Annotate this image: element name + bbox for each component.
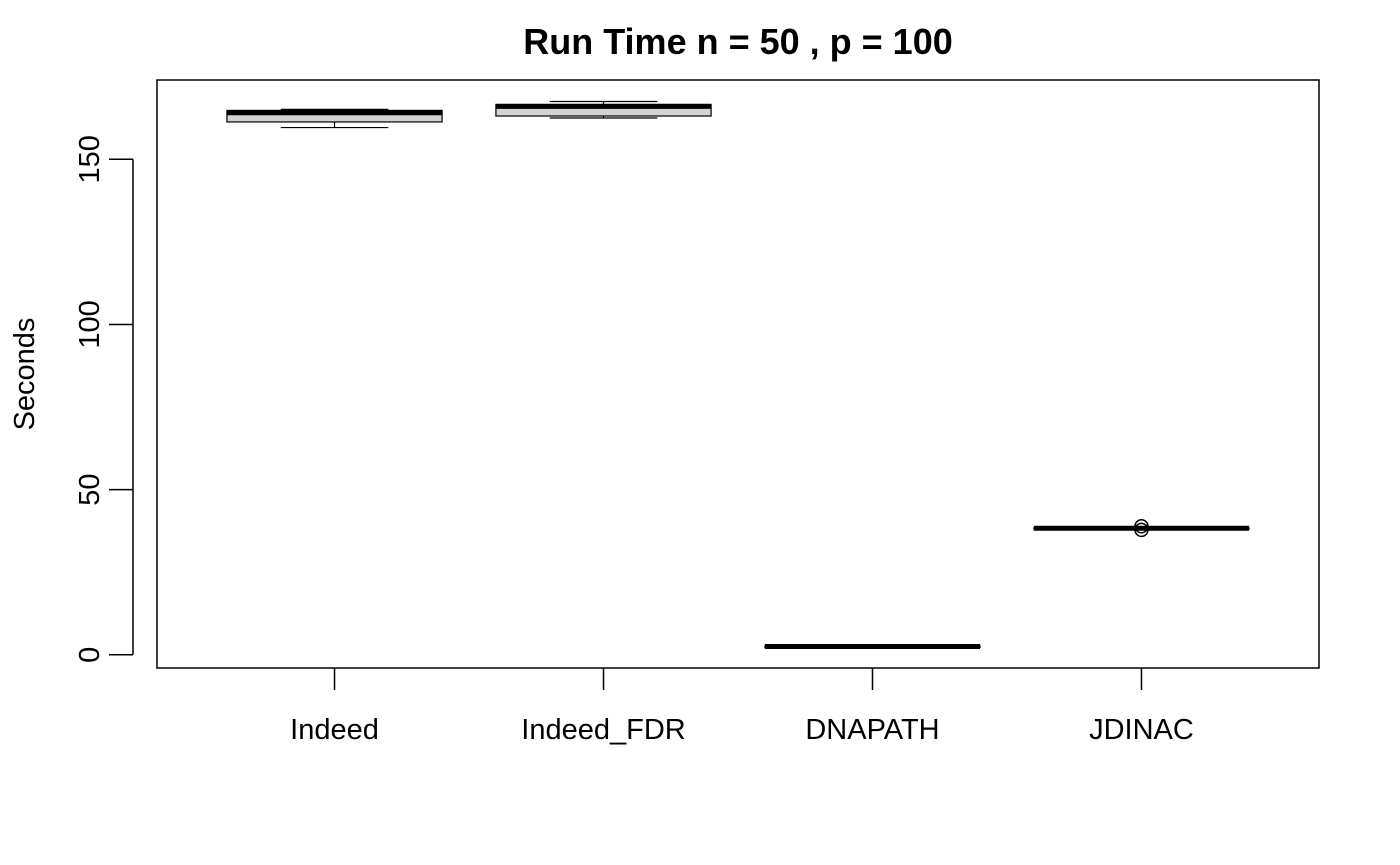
outlier-point (1134, 519, 1149, 534)
x-tick-label-Indeed_FDR: Indeed_FDR (521, 714, 685, 746)
boxes (226, 100, 1250, 650)
outlier-point (1134, 522, 1149, 538)
x-tick-label-DNAPATH: DNAPATH (805, 714, 939, 746)
x-axis: Indeed Indeed_FDR DNAPATH JDINAC (290, 668, 1194, 746)
box-Indeed (226, 108, 443, 129)
x-tick-label-Indeed: Indeed (290, 714, 379, 746)
chart-title: Run Time n = 50 , p = 100 (523, 21, 953, 62)
y-axis: 0 50 100 150 (74, 135, 134, 663)
y-axis-label: Seconds (9, 318, 41, 431)
y-tick-label-150: 150 (74, 135, 106, 183)
box-DNAPATH (764, 644, 981, 650)
y-tick-label-50: 50 (74, 473, 106, 505)
box-JDINAC (1033, 519, 1250, 538)
y-tick-label-100: 100 (74, 300, 106, 348)
x-tick-label-JDINAC: JDINAC (1089, 714, 1194, 746)
y-tick-label-0: 0 (74, 647, 106, 663)
plot-frame (156, 79, 1320, 669)
box-Indeed_FDR (495, 100, 712, 119)
